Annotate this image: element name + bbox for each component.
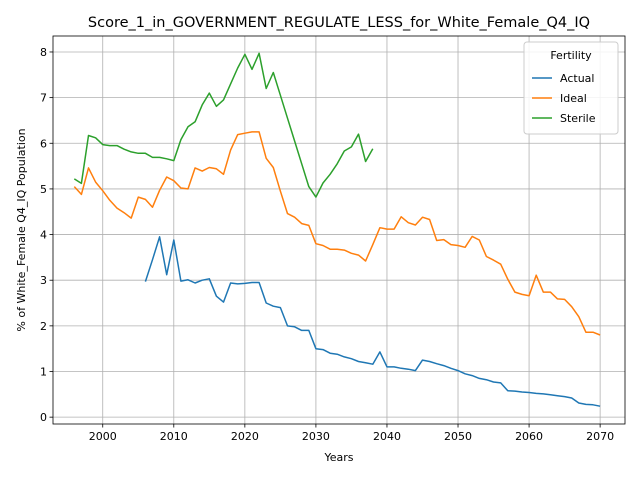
series-line-actual — [144, 236, 601, 407]
y-tick-label: 2 — [40, 320, 47, 333]
legend-label-actual: Actual — [560, 72, 594, 85]
plot-frame — [52, 35, 626, 425]
y-tick-label: 3 — [40, 274, 47, 287]
y-tick-label: 7 — [40, 92, 47, 105]
chart-title: Score_1_in_GOVERNMENT_REGULATE_LESS_for_… — [88, 15, 590, 31]
x-tick-label: 2020 — [231, 430, 259, 443]
x-tick-label: 2050 — [444, 430, 472, 443]
y-tick-label: 4 — [40, 229, 47, 242]
y-tick-label: 5 — [40, 183, 47, 196]
y-tick-label: 6 — [40, 137, 47, 150]
series-line-ideal — [73, 131, 601, 336]
legend-items: Actual Ideal Sterile — [532, 72, 596, 125]
legend-label-sterile: Sterile — [560, 112, 596, 125]
legend-box — [523, 41, 619, 135]
legend-title: Fertility — [550, 49, 592, 62]
x-tick-label: 2010 — [160, 430, 188, 443]
x-tick-label: 2040 — [373, 430, 401, 443]
legend: Fertility Actual Ideal Sterile — [523, 41, 619, 135]
series-layer — [73, 52, 601, 407]
legend-label-ideal: Ideal — [560, 92, 587, 105]
x-tick-label: 2000 — [89, 430, 117, 443]
y-axis: 0 1 2 3 4 5 6 7 8 — [40, 46, 53, 424]
y-axis-label: % of White_Female Q4_IQ Population — [15, 128, 28, 331]
x-tick-label: 2030 — [302, 430, 330, 443]
series-line-sterile — [73, 52, 374, 198]
y-tick-label: 0 — [40, 411, 47, 424]
x-axis-label: Years — [323, 451, 353, 464]
y-tick-label: 8 — [40, 46, 47, 59]
y-tick-label: 1 — [40, 366, 47, 379]
x-axis: 2000 2010 2020 2030 2040 2050 2060 2070 — [89, 424, 614, 443]
x-tick-label: 2060 — [515, 430, 543, 443]
x-tick-label: 2070 — [586, 430, 614, 443]
